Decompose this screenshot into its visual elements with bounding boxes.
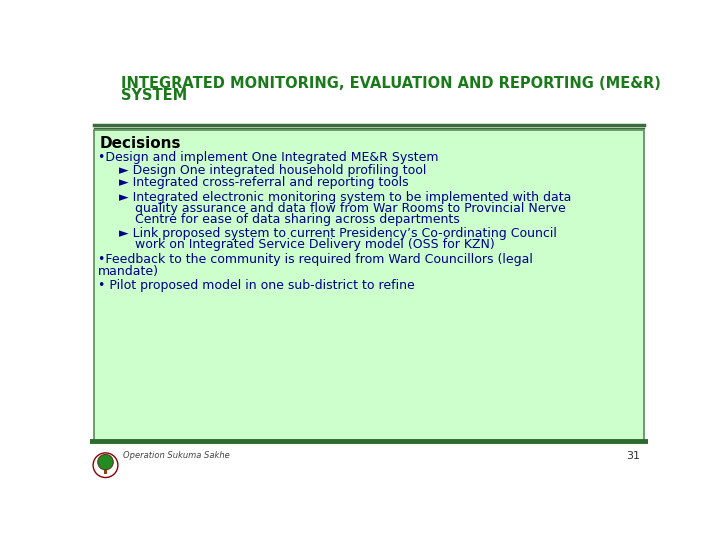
- Text: work on Integrated Service Delivery model (OSS for KZN): work on Integrated Service Delivery mode…: [135, 239, 495, 252]
- Text: •Design and implement One Integrated ME&R System: •Design and implement One Integrated ME&…: [98, 151, 438, 164]
- Text: ► Integrated cross-referral and reporting tools: ► Integrated cross-referral and reportin…: [120, 177, 409, 190]
- Text: quality assurance and data flow from War Rooms to Provincial Nerve: quality assurance and data flow from War…: [135, 202, 566, 215]
- Text: SYSTEM: SYSTEM: [121, 88, 187, 103]
- Text: 31: 31: [626, 451, 640, 461]
- Bar: [94, 130, 644, 442]
- Text: • Pilot proposed model in one sub-district to refine: • Pilot proposed model in one sub-distri…: [98, 279, 415, 292]
- Text: Operation Sukuma Sakhe: Operation Sukuma Sakhe: [122, 451, 229, 460]
- Text: mandate): mandate): [98, 265, 158, 278]
- Bar: [90, 65, 648, 126]
- Text: •Feedback to the community is required from Ward Councillors (legal: •Feedback to the community is required f…: [98, 253, 533, 266]
- Text: ► Integrated electronic monitoring system to be implemented with data: ► Integrated electronic monitoring syste…: [120, 191, 572, 204]
- Ellipse shape: [98, 455, 113, 470]
- Text: ► Link proposed system to current Presidency’s Co-ordinating Council: ► Link proposed system to current Presid…: [120, 227, 557, 240]
- Text: Centre for ease of data sharing across departments: Centre for ease of data sharing across d…: [135, 213, 459, 226]
- Text: Decisions: Decisions: [99, 136, 181, 151]
- Text: ► Design One integrated household profiling tool: ► Design One integrated household profil…: [120, 164, 427, 177]
- Text: INTEGRATED MONITORING, EVALUATION AND REPORTING (ME&R): INTEGRATED MONITORING, EVALUATION AND RE…: [121, 76, 661, 91]
- Bar: [104, 468, 107, 475]
